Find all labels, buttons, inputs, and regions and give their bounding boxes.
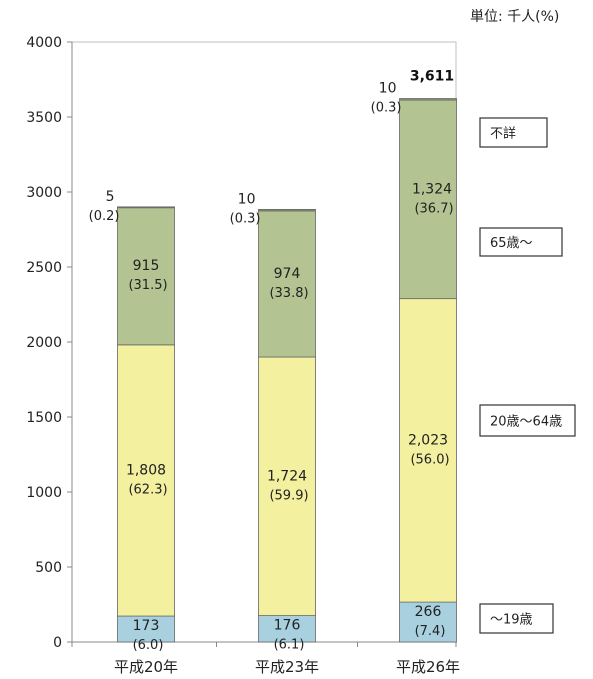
data-label: 2,023 [408,432,448,448]
y-tick-label: 1000 [26,485,62,501]
unit-label: 単位: 千人(%) [470,9,560,25]
data-label: 915 [133,258,160,274]
series-label-box [479,227,563,257]
data-label: 173 [133,618,160,634]
pct-label: (56.0) [410,452,449,467]
data-label: 10 [238,191,256,207]
series-label: 不詳 [490,126,516,142]
data-label: 176 [274,618,301,634]
data-label: 10 [379,81,397,97]
pct-label: (59.9) [269,488,308,503]
y-tick-label: 1500 [26,410,62,426]
bar-segment [399,99,457,300]
x-category-label: 平成23年 [255,658,319,676]
data-label: 1,324 [412,181,452,197]
pct-label: (0.3) [371,101,402,116]
y-tick-label: 0 [53,635,62,651]
y-tick-label: 4000 [26,35,62,51]
bar-segment [258,210,316,358]
pct-label: (36.7) [414,201,453,216]
series-label: 65歳～ [490,236,533,251]
data-label: 5 [106,189,115,205]
y-tick-label: 2000 [26,335,62,351]
series-label-box [479,404,576,437]
pct-label: (62.3) [128,482,167,497]
series-label-box [479,117,548,148]
bar-segment [258,208,316,212]
pct-label: (0.2) [89,209,120,224]
total-label: 3,611 [410,69,454,85]
series-label: ～19歳 [490,613,533,628]
pct-label: (6.1) [274,638,305,653]
bar-segment [117,207,175,346]
bar-segment [117,206,175,209]
bar-segment [258,356,316,617]
data-label: 266 [415,604,442,620]
data-label: 974 [274,266,301,282]
x-category-label: 平成20年 [114,658,178,676]
y-tick-label: 2500 [26,260,62,276]
pct-label: (31.5) [128,278,167,293]
pct-label: (7.4) [415,624,446,639]
pct-label: (6.0) [133,638,164,653]
x-category-label: 平成26年 [396,658,460,676]
series-label: 20歳～64歳 [490,415,562,430]
data-label: 1,724 [267,468,307,484]
y-tick-label: 500 [35,560,62,576]
y-tick-label: 3000 [26,185,62,201]
pct-label: (0.3) [230,211,261,226]
y-tick-label: 3500 [26,110,62,126]
bar-segment [117,344,175,617]
pct-label: (33.8) [269,286,308,301]
data-label: 1,808 [126,462,166,478]
series-label-box [479,603,554,634]
bar-segment [399,98,457,101]
bar-segment [399,298,457,603]
